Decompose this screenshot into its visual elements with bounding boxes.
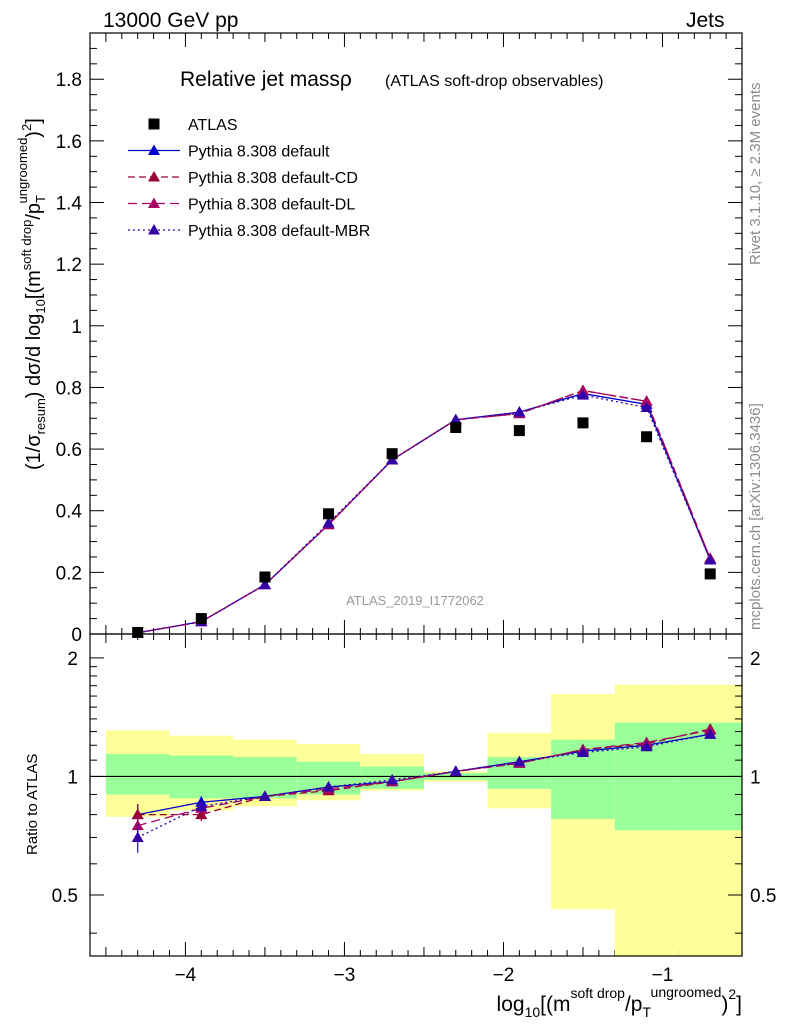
ratio-line-1	[137, 728, 711, 816]
main-y-tick-label: 0.6	[56, 440, 82, 461]
mc-point	[640, 401, 653, 412]
legend-label-0: Pythia 8.308 default	[188, 144, 330, 161]
ratio-line-2	[137, 729, 711, 827]
mc-point	[258, 578, 271, 590]
x-axis-label: log10[(msoft drop/pTungroomed)2]	[497, 984, 742, 1020]
ratio-y-tick-label-right: 1	[750, 767, 761, 788]
ratio-point	[258, 790, 271, 801]
uncertainty-band-inner	[105, 754, 170, 795]
legend-label-1: Pythia 8.308 default-CD	[188, 170, 358, 187]
main-y-tick-label: 1.2	[56, 255, 82, 276]
mc-line-3	[137, 394, 711, 634]
ratio-y-tick-label-right: 0.5	[750, 886, 776, 907]
mc-point	[576, 389, 589, 400]
data-point	[577, 417, 589, 429]
main-y-tick-label: 0.2	[56, 563, 82, 584]
main-y-tick-label: 0.4	[56, 502, 83, 523]
ratio-point	[131, 808, 144, 820]
mcplots-label: mcplots.cern.ch [arXiv:1306.3436]	[747, 403, 764, 630]
energy-label: 13000 GeV pp	[103, 9, 239, 32]
rivet-version-label: Rivet 3.1.10, ≥ 2.3M events	[747, 82, 764, 266]
ratio-frame	[89, 633, 743, 957]
ratio-point	[704, 728, 717, 739]
legend-marker-2	[148, 197, 160, 208]
ratio-y-tick-label-right: 2	[750, 649, 761, 670]
data-point	[450, 422, 462, 434]
ratio-point	[386, 773, 399, 785]
ratio-point	[449, 765, 462, 776]
main-y-axis-label: (1/σresum) dσ/d log10[(msoft drop/pTungr…	[15, 118, 48, 470]
main-y-tick-label: 1	[71, 317, 82, 338]
main-y-tick-label: 0	[71, 625, 82, 646]
ratio-y-tick-label: 0.5	[52, 886, 78, 907]
mc-point	[640, 395, 653, 406]
chart-title: Relative jet massρ	[180, 68, 352, 91]
main-y-tick-label: 1.6	[56, 132, 82, 153]
ratio-y-tick-label: 2	[67, 649, 78, 670]
legend-label-data: ATLAS	[188, 117, 238, 134]
ratio-point	[576, 746, 589, 758]
x-tick-label: −3	[334, 965, 356, 986]
ratio-point	[131, 831, 144, 842]
main-y-tick-label: 0.8	[56, 378, 82, 399]
legend-marker-3	[148, 224, 160, 235]
data-point	[323, 508, 335, 520]
legend-marker-data	[148, 118, 160, 130]
x-tick-label: −1	[652, 965, 674, 986]
main-panel: 0 0.2 0.4 0.6 0.8 1 1.2 1.4 1.6 1.8 ATLAS Pythia 8.…	[56, 32, 743, 956]
ratio-y-tick-label: 1	[67, 767, 78, 788]
ratio-point	[195, 800, 208, 811]
chart-subtitle: (ATLAS soft-drop observables)	[385, 73, 603, 90]
data-point	[259, 571, 271, 583]
legend-marker-1	[148, 171, 160, 182]
data-point	[132, 626, 144, 638]
mc-point	[449, 413, 462, 425]
mc-point	[704, 554, 717, 565]
process-label: Jets	[686, 9, 725, 32]
ratio-point	[640, 740, 653, 752]
analysis-watermark: ATLAS_2019_I1772062	[346, 593, 484, 608]
ratio-y-axis-label: Ratio to ATLAS	[24, 754, 41, 855]
ratio-point	[322, 781, 335, 792]
data-point	[386, 448, 398, 460]
ratio-panel: −4 −3 −2 −1 0.5 0.5 1 1 2 2	[52, 633, 776, 986]
ratio-line-3	[137, 733, 711, 839]
mc-point	[513, 406, 526, 417]
main-y-tick-label: 1.8	[56, 70, 82, 91]
x-tick-label: −4	[175, 965, 197, 986]
x-tick-label: −2	[493, 965, 515, 986]
legend-marker-0	[148, 144, 160, 155]
main-y-tick-label: 1.4	[56, 194, 83, 215]
legend-label-2: Pythia 8.308 default-DL	[188, 197, 355, 214]
ratio-point	[513, 755, 526, 767]
mc-point	[322, 517, 335, 528]
data-point	[641, 431, 653, 443]
data-point	[704, 568, 716, 580]
legend-label-3: Pythia 8.308 default-MBR	[188, 223, 370, 240]
data-point	[195, 613, 207, 625]
data-point	[513, 425, 525, 437]
